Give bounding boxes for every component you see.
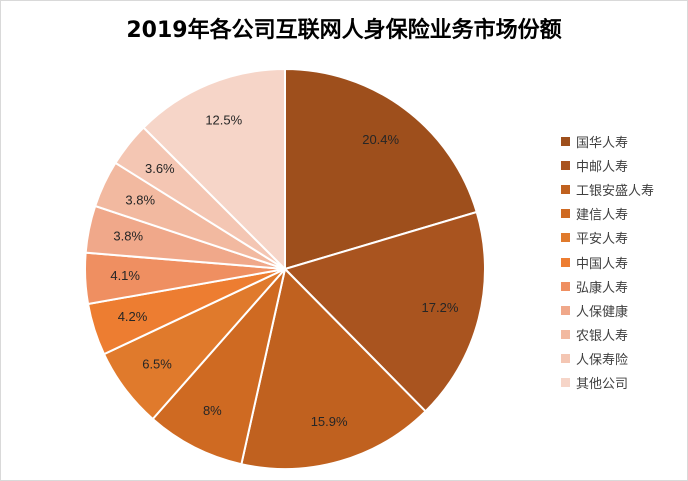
- legend-label: 工银安盛人寿: [576, 183, 655, 199]
- pie-slice-4: [151, 268, 286, 466]
- legend-item-3: 工银安盛人寿: [561, 177, 686, 201]
- legend-swatch: [561, 378, 570, 388]
- legend-swatch: [561, 257, 570, 267]
- pie-slice-1: [284, 67, 478, 271]
- data-label-1: 20.4%: [362, 132, 399, 147]
- legend-swatch: [561, 354, 570, 364]
- legend-label: 弘康人寿: [576, 280, 629, 296]
- legend-swatch: [561, 136, 570, 146]
- pie-slice-2: [283, 210, 486, 413]
- legend-item-5: 平安人寿: [561, 226, 686, 250]
- legend-label: 其他公司: [576, 377, 629, 393]
- legend-swatch: [561, 209, 570, 219]
- legend-item-2: 中邮人寿: [561, 153, 686, 177]
- legend-swatch: [561, 233, 570, 243]
- legend-item-4: 建信人寿: [561, 202, 686, 226]
- pie-data-labels: 20.4% 17.2% 15.9% 8% 6.5% 4.2% 4.1% 3.8% 3.8% 3.6…: [110, 113, 458, 430]
- data-label-8: 3.8%: [113, 228, 143, 243]
- legend-swatch: [561, 330, 570, 340]
- legend-label: 中国人寿: [576, 256, 629, 272]
- data-label-9: 3.8%: [125, 192, 155, 207]
- pie-slices: [84, 67, 486, 470]
- data-label-7: 4.1%: [110, 268, 140, 283]
- data-label-4: 8%: [203, 403, 222, 418]
- legend-label: 建信人寿: [576, 208, 629, 224]
- legend-label: 平安人寿: [576, 232, 629, 248]
- data-label-10: 3.6%: [145, 161, 175, 176]
- pie-slice-11: [142, 67, 286, 272]
- legend-item-1: 国华人寿: [561, 129, 686, 153]
- data-label-2: 17.2%: [422, 300, 459, 315]
- legend-swatch: [561, 305, 570, 315]
- legend-item-10: 人保寿险: [561, 347, 686, 371]
- legend-label: 人保寿险: [576, 353, 629, 369]
- data-label-11: 12.5%: [205, 113, 242, 128]
- legend-item-8: 人保健康: [561, 298, 686, 322]
- legend-swatch: [561, 184, 570, 194]
- legend-item-7: 弘康人寿: [561, 274, 686, 298]
- pie-slice-3: [240, 266, 427, 470]
- legend-label: 农银人寿: [576, 329, 629, 345]
- legend-label: 国华人寿: [576, 135, 629, 151]
- legend-item-6: 中国人寿: [561, 250, 686, 274]
- legend-swatch: [561, 281, 570, 291]
- chart-title: 2019年各公司互联网人身保险业务市场份额: [126, 18, 562, 43]
- legend-label: 人保健康: [576, 304, 629, 320]
- data-label-6: 4.2%: [118, 309, 148, 324]
- legend-item-11: 其他公司: [561, 371, 686, 395]
- data-label-5: 6.5%: [142, 357, 172, 372]
- data-label-3: 15.9%: [311, 414, 348, 429]
- legend-swatch: [561, 160, 570, 170]
- legend-label: 中邮人寿: [576, 159, 629, 175]
- legend-item-9: 农银人寿: [561, 323, 686, 347]
- legend: 国华人寿中邮人寿工银安盛人寿 建信人寿平安人寿中国人寿弘康人寿人保健康农银人寿人保…: [561, 129, 686, 395]
